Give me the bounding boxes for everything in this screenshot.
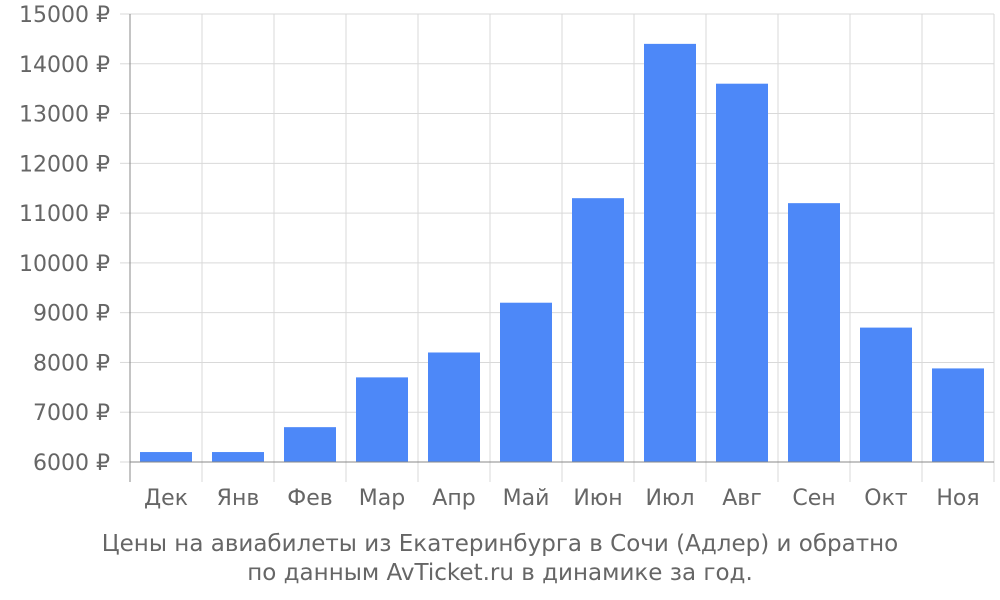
- x-tick-label: Ноя: [936, 486, 979, 511]
- bar: [932, 368, 984, 462]
- y-tick-label: 7000 ₽: [33, 401, 110, 426]
- bar: [356, 377, 408, 462]
- bar: [500, 302, 552, 462]
- bar: [284, 427, 336, 462]
- caption-line-2: по данным AvTicket.ru в динамике за год.: [247, 560, 753, 586]
- x-tick-label: Сен: [792, 486, 835, 511]
- x-tick-label: Май: [503, 486, 550, 511]
- x-tick-label: Янв: [217, 486, 260, 511]
- caption-line-1: Цены на авиабилеты из Екатеринбурга в Со…: [101, 531, 899, 557]
- bar: [788, 203, 840, 462]
- x-tick-label: Окт: [864, 486, 908, 511]
- bar: [716, 83, 768, 462]
- y-tick-label: 8000 ₽: [33, 351, 110, 376]
- x-tick-label: Дек: [144, 486, 188, 511]
- x-tick-label: Июн: [573, 486, 622, 511]
- bar: [140, 452, 192, 462]
- x-tick-label: Авг: [722, 486, 762, 511]
- chart-labels: 6000 ₽ 7000 ₽ 8000 ₽ 9000 ₽ 10000 ₽ 11000 ₽ 12…: [19, 3, 980, 511]
- y-tick-label: 12000 ₽: [19, 152, 110, 177]
- bar: [644, 43, 696, 462]
- chart-axes: [129, 14, 994, 482]
- y-tick-label: 15000 ₽: [19, 3, 110, 28]
- x-tick-label: Фев: [287, 486, 332, 511]
- bar: [428, 352, 480, 462]
- y-tick-label: 9000 ₽: [33, 302, 110, 327]
- y-tick-label: 6000 ₽: [33, 451, 110, 476]
- x-tick-label: Июл: [645, 486, 694, 511]
- y-tick-label: 14000 ₽: [19, 53, 110, 78]
- chart-grid: [120, 13, 995, 482]
- bar: [212, 452, 264, 462]
- bar: [572, 198, 624, 462]
- y-tick-label: 11000 ₽: [19, 202, 110, 227]
- x-tick-label: Апр: [432, 486, 475, 511]
- x-tick-label: Мар: [359, 486, 405, 511]
- y-tick-label: 10000 ₽: [19, 252, 110, 277]
- chart-bars: [140, 43, 984, 462]
- price-bar-chart: 6000 ₽ 7000 ₽ 8000 ₽ 9000 ₽ 10000 ₽ 11000 ₽ 12…: [19, 3, 995, 511]
- y-tick-label: 13000 ₽: [19, 103, 110, 128]
- chart-caption: Цены на авиабилеты из Екатеринбурга в Со…: [0, 530, 1000, 588]
- bar: [860, 327, 912, 462]
